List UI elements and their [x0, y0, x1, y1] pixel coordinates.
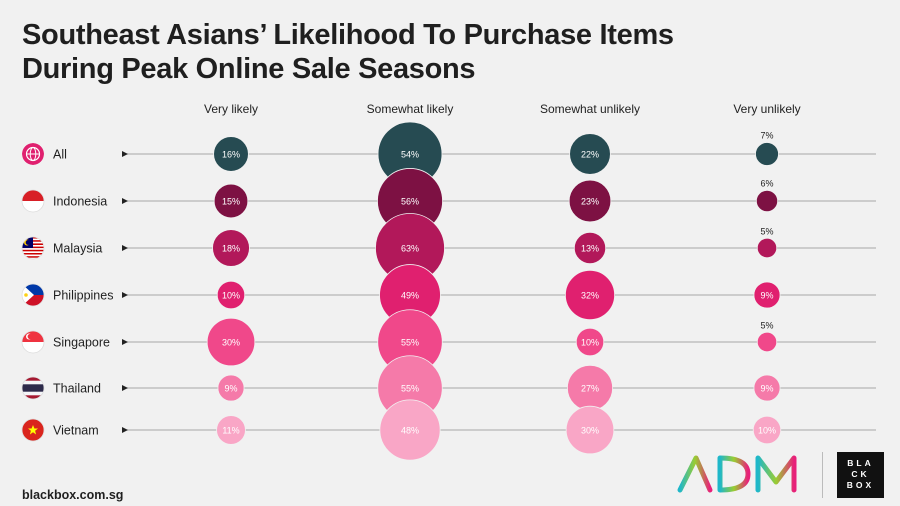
bubble-all-1 [213, 136, 249, 172]
bubble-singapore-4 [756, 331, 778, 353]
column-header-1: Very likely [204, 102, 258, 116]
row-pointer-philippines [122, 292, 128, 298]
row-pointer-singapore [122, 339, 128, 345]
bubble-all-3 [569, 133, 611, 175]
value-label-indonesia-4: 6% [760, 178, 773, 188]
value-label-singapore-3: 10% [581, 338, 599, 348]
value-label-indonesia-2: 56% [401, 197, 419, 207]
bubble-all-4 [755, 142, 779, 166]
value-label-philippines-3: 32% [581, 291, 599, 301]
chart-title-line-2: During Peak Online Sale Seasons [22, 53, 476, 85]
value-label-malaysia-1: 18% [222, 244, 240, 254]
row-pointer-indonesia [122, 198, 128, 204]
value-label-malaysia-4: 5% [760, 226, 773, 236]
row-pointer-all [122, 151, 128, 157]
value-label-thailand-3: 27% [581, 384, 599, 394]
value-label-singapore-2: 55% [401, 338, 419, 348]
row-label-singapore: Singapore [53, 336, 110, 350]
value-label-singapore-1: 30% [222, 338, 240, 348]
value-label-philippines-1: 10% [222, 291, 240, 301]
blackbox-logo-line-1: BLA [847, 458, 874, 468]
value-label-indonesia-1: 15% [222, 197, 240, 207]
chart-title: Southeast Asians’ Likelihood To Purchase… [22, 18, 674, 86]
bubble-singapore-1 [206, 317, 256, 367]
value-label-vietnam-1: 11% [222, 426, 239, 436]
value-label-vietnam-4: 10% [758, 426, 776, 436]
bubble-thailand-1 [217, 374, 245, 402]
row-pointer-malaysia [122, 245, 128, 251]
value-label-thailand-2: 55% [401, 384, 419, 394]
column-header-4: Very unlikely [733, 102, 800, 116]
bubble-philippines-4 [753, 281, 781, 309]
row-pointer-vietnam [122, 427, 128, 433]
value-label-vietnam-3: 30% [581, 426, 599, 436]
source-footer[interactable]: blackbox.com.sg [22, 488, 124, 502]
chart-title-line-1: Southeast Asians’ Likelihood To Purchase… [22, 19, 674, 51]
row-label-vietnam: Vietnam [53, 424, 99, 438]
bubble-malaysia-1 [212, 229, 250, 267]
bubble-singapore-3 [575, 327, 605, 357]
value-label-philippines-4: 9% [760, 291, 773, 301]
bubble-vietnam-3 [565, 405, 615, 455]
bubble-philippines-3 [564, 269, 616, 321]
logo-divider [822, 452, 823, 498]
flag-vietnam-icon [21, 418, 45, 442]
value-label-malaysia-3: 13% [581, 244, 599, 254]
column-header-2: Somewhat likely [367, 102, 454, 116]
bubble-indonesia-4 [755, 189, 779, 213]
column-header-3: Somewhat unlikely [540, 102, 640, 116]
row-label-all: All [53, 148, 67, 162]
value-label-singapore-4: 5% [760, 320, 773, 330]
flag-philippines-icon [21, 283, 45, 307]
row-label-thailand: Thailand [53, 382, 101, 396]
value-label-philippines-2: 49% [401, 291, 419, 301]
row-label-philippines: Philippines [53, 289, 113, 303]
value-label-all-4: 7% [760, 130, 773, 140]
value-label-all-1: 16% [222, 150, 240, 160]
flag-indonesia-icon [21, 189, 45, 213]
blackbox-logo-line-3: BOX [846, 480, 875, 490]
row-label-malaysia: Malaysia [53, 242, 102, 256]
value-label-all-2: 54% [401, 150, 419, 160]
flag-all-icon [22, 143, 44, 165]
value-label-vietnam-2: 48% [401, 426, 419, 436]
row-label-indonesia: Indonesia [53, 195, 107, 209]
blackbox-logo: BLA CK BOX [837, 452, 884, 498]
bubble-malaysia-3 [573, 231, 607, 265]
flag-malaysia-icon [21, 236, 45, 260]
bubble-indonesia-3 [568, 179, 612, 223]
bubble-indonesia-1 [213, 183, 249, 219]
value-label-thailand-4: 9% [760, 384, 773, 394]
blackbox-logo-line-2: CK [851, 469, 870, 479]
value-label-all-3: 22% [581, 150, 599, 160]
bubble-vietnam-1 [216, 415, 246, 445]
flag-thailand-icon [21, 376, 45, 400]
value-label-thailand-1: 9% [224, 384, 237, 394]
bubble-philippines-1 [216, 280, 246, 310]
bubble-vietnam-4 [752, 415, 782, 445]
row-pointer-thailand [122, 385, 128, 391]
bubble-vietnam-2 [379, 399, 441, 461]
bubble-thailand-4 [753, 374, 781, 402]
adm-logo [677, 455, 797, 493]
value-label-malaysia-2: 63% [401, 244, 419, 254]
flag-singapore-icon [21, 330, 45, 354]
value-label-indonesia-3: 23% [581, 197, 599, 207]
bubble-malaysia-4 [756, 237, 778, 259]
